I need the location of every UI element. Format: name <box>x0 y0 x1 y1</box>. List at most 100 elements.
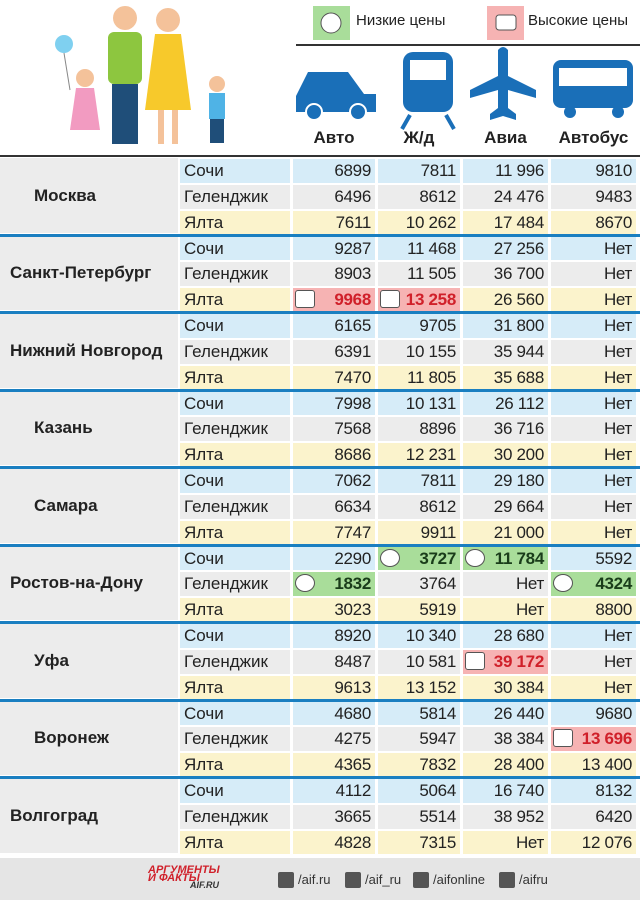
price-cell: Нет <box>551 417 636 442</box>
price-cell: Нет <box>463 830 548 855</box>
separator <box>0 466 640 469</box>
social-icon <box>345 872 361 888</box>
separator <box>0 543 640 547</box>
price-cell: Нет <box>463 572 548 597</box>
social-icon <box>278 872 294 888</box>
price-cell: Нет <box>551 314 636 338</box>
header-line <box>0 155 640 157</box>
price-cell: 6420 <box>551 804 636 829</box>
price-cell: 5947 <box>378 727 460 752</box>
destination: Геленджик <box>180 804 290 829</box>
price-cell: 6391 <box>293 339 375 364</box>
column-header: Авиа <box>484 128 527 147</box>
city-name: Воронеж <box>34 728 109 748</box>
price-cell: 8903 <box>293 262 375 287</box>
price-cell: 11 505 <box>378 262 460 287</box>
destination: Геленджик <box>180 262 290 287</box>
price-cell: 10 131 <box>378 391 460 416</box>
low-price-icon <box>295 574 315 593</box>
price-cell: Нет <box>551 469 636 493</box>
high-price-icon <box>295 290 315 309</box>
logo-text: AIF.RU <box>190 880 219 890</box>
price-cell: 2290 <box>293 546 375 571</box>
price-cell: 16 740 <box>463 779 548 803</box>
social-link: /aifru <box>519 872 548 887</box>
price-cell: 21 000 <box>463 520 548 545</box>
price-cell: 36 700 <box>463 262 548 287</box>
destination: Ялта <box>180 753 290 777</box>
price-cell: 7747 <box>293 520 375 545</box>
destination: Геленджик <box>180 727 290 752</box>
price-cell: 3023 <box>293 598 375 622</box>
price-cell: 12 231 <box>378 443 460 467</box>
price-cell: 7470 <box>293 365 375 390</box>
destination: Геленджик <box>180 339 290 364</box>
city-cell <box>0 700 178 775</box>
social-icon <box>413 872 429 888</box>
price-cell: 4365 <box>293 753 375 777</box>
price-cell: 8800 <box>551 598 636 622</box>
price-cell: Нет <box>551 624 636 648</box>
price-cell: 5814 <box>378 701 460 726</box>
price-cell: 5919 <box>378 598 460 622</box>
price-cell: 35 688 <box>463 365 548 390</box>
price-cell: 4275 <box>293 727 375 752</box>
price-cell: 6634 <box>293 494 375 519</box>
price-cell: 26 112 <box>463 391 548 416</box>
destination: Сочи <box>180 469 290 493</box>
city-cell <box>0 390 178 465</box>
low-price-icon <box>380 548 400 567</box>
price-cell: Нет <box>463 598 548 622</box>
price-cell: 8487 <box>293 649 375 674</box>
price-cell: 3665 <box>293 804 375 829</box>
price-cell: 30 200 <box>463 443 548 467</box>
price-cell: 17 484 <box>463 210 548 235</box>
destination: Геленджик <box>180 184 290 209</box>
destination: Сочи <box>180 701 290 726</box>
price-cell: 29 180 <box>463 469 548 493</box>
high-price-icon <box>380 290 400 309</box>
price-cell: 5592 <box>551 546 636 571</box>
price-cell: 12 076 <box>551 830 636 855</box>
price-cell: 26 440 <box>463 701 548 726</box>
price-cell: 9705 <box>378 314 460 338</box>
city-cell <box>0 545 178 620</box>
separator <box>0 233 640 237</box>
destination: Сочи <box>180 314 290 338</box>
price-cell: 9483 <box>551 184 636 209</box>
social-link: /aifonline <box>433 872 486 887</box>
city-cell <box>0 778 178 853</box>
price-cell: 13 152 <box>378 675 460 700</box>
destination: Ялта <box>180 520 290 545</box>
price-cell: 8132 <box>551 779 636 803</box>
destination: Сочи <box>180 546 290 571</box>
price-cell: 31 800 <box>463 314 548 338</box>
price-cell: 7811 <box>378 159 460 183</box>
price-cell: 9287 <box>293 236 375 261</box>
price-cell: 6496 <box>293 184 375 209</box>
column-header: Авто <box>313 128 355 147</box>
low-price-icon <box>553 574 573 593</box>
price-cell: 10 262 <box>378 210 460 235</box>
logo-text: И ФАКТЫ <box>148 872 200 884</box>
price-cell: 7568 <box>293 417 375 442</box>
destination: Сочи <box>180 159 290 183</box>
social-link: /aif_ru <box>365 872 402 887</box>
price-cell: 6165 <box>293 314 375 338</box>
price-cell: Нет <box>551 520 636 545</box>
separator <box>0 621 640 624</box>
city-name: Уфа <box>34 650 69 670</box>
column-header: Ж/д <box>403 128 435 147</box>
price-cell: 11 468 <box>378 236 460 261</box>
high-price-icon <box>465 651 485 670</box>
price-cell: 10 155 <box>378 339 460 364</box>
price-cell: 8670 <box>551 210 636 235</box>
logo-text: АРГУМЕНТЫ <box>148 864 220 876</box>
price-cell: 7832 <box>378 753 460 777</box>
price-cell: 26 560 <box>463 288 548 312</box>
price-cell: 7811 <box>378 469 460 493</box>
destination: Сочи <box>180 236 290 261</box>
price-cell: 27 256 <box>463 236 548 261</box>
destination: Сочи <box>180 779 290 803</box>
destination: Ялта <box>180 830 290 855</box>
